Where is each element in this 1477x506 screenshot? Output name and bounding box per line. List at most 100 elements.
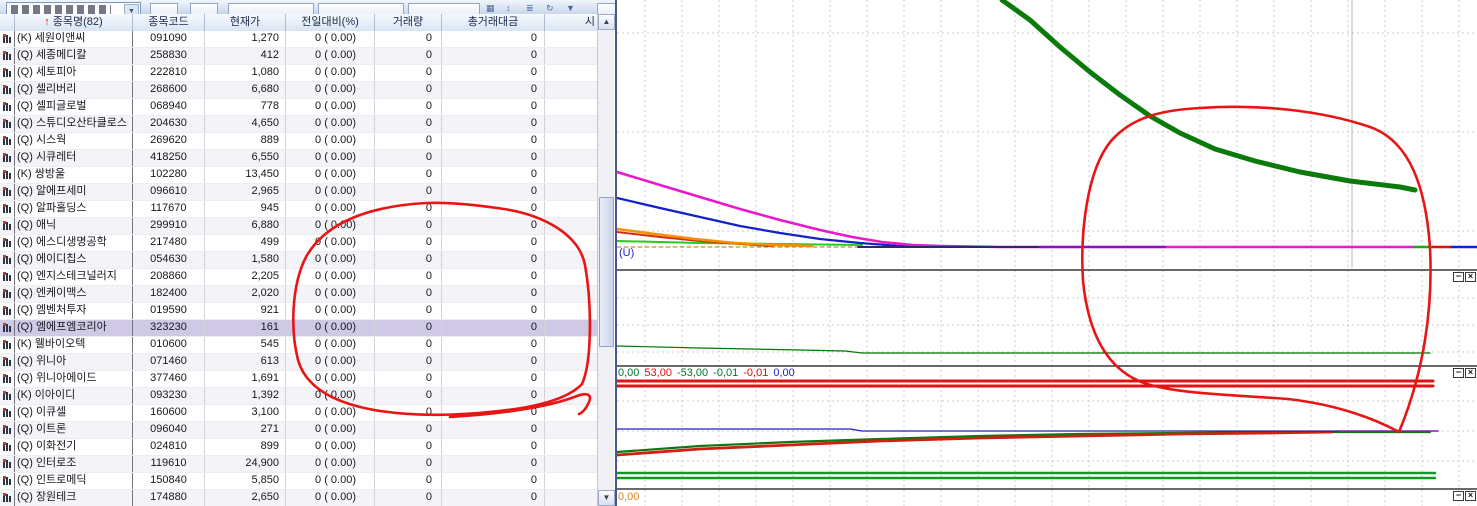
toolbar-button[interactable] [150, 3, 178, 14]
table-row[interactable]: (Q) 에스디생명공학 217480 499 0 ( 0.00) 0 0 [0, 235, 597, 252]
table-row[interactable]: (Q) 스튜디오산타클로스 204630 4,650 0 ( 0.00) 0 0 [0, 116, 597, 133]
scrollbar-thumb[interactable] [599, 197, 614, 347]
stock-chart[interactable] [617, 0, 1477, 506]
stock-alert-icon [3, 170, 11, 179]
cell-cp: 6,880 [205, 218, 286, 234]
stock-alert-icon [3, 493, 11, 502]
cell-cg: 0 ( 0.00) [286, 337, 375, 353]
cell-cv: 0 [375, 303, 442, 319]
header-change[interactable]: 전일대비(%) [286, 14, 375, 31]
close-icon[interactable]: × [1465, 368, 1476, 378]
table-row[interactable]: (Q) 장원테크 174880 2,650 0 ( 0.00) 0 0 [0, 490, 597, 506]
cell-ci [0, 303, 15, 319]
cell-cv: 0 [375, 150, 442, 166]
cell-ci [0, 133, 15, 149]
table-row[interactable]: (Q) 알파홀딩스 117670 945 0 ( 0.00) 0 0 [0, 201, 597, 218]
cell-cn: (Q) 시스웍 [15, 133, 133, 149]
cell-cc: 268600 [133, 82, 205, 98]
minimize-icon[interactable]: − [1453, 368, 1464, 378]
table-row[interactable]: (Q) 알에프세미 096610 2,965 0 ( 0.00) 0 0 [0, 184, 597, 201]
indicator-values-row: 0,00 53,00 -53,00 -0,01 -0,01 0,00 [618, 367, 800, 379]
toolbar-corner-button[interactable] [597, 3, 615, 14]
cell-cn: (Q) 인터로조 [15, 456, 133, 472]
cell-ca: 0 [442, 286, 545, 302]
header-amount[interactable]: 총거래대금 [442, 14, 545, 31]
toolbar-button-group[interactable] [318, 3, 404, 14]
table-row[interactable]: (Q) 엠벤처투자 019590 921 0 ( 0.00) 0 0 [0, 303, 597, 320]
header-volume[interactable]: 거래량 [375, 14, 442, 31]
cell-cn: (K) 웰바이오텍 [15, 337, 133, 353]
minimize-icon[interactable]: − [1453, 272, 1464, 282]
close-icon[interactable]: × [1465, 272, 1476, 282]
cell-cg: 0 ( 0.00) [286, 439, 375, 455]
cell-ca: 0 [442, 184, 545, 200]
table-row[interactable]: (Q) 셀피글로벌 068940 778 0 ( 0.00) 0 0 [0, 99, 597, 116]
cell-cx [545, 473, 597, 489]
cell-ca: 0 [442, 201, 545, 217]
close-icon[interactable]: × [1465, 491, 1476, 501]
toolbar-button-group[interactable] [408, 3, 480, 14]
stock-alert-icon [3, 442, 11, 451]
cell-ci [0, 99, 15, 115]
scroll-up-icon[interactable]: ▲ [598, 14, 615, 30]
header-code[interactable]: 종목코드 [133, 14, 205, 31]
series-ma-orange-decay [617, 227, 814, 248]
table-row[interactable]: (Q) 위니아에이드 377460 1,691 0 ( 0.00) 0 0 [0, 371, 597, 388]
cell-cn: (Q) 인트로메딕 [15, 473, 133, 489]
cell-cx [545, 82, 597, 98]
table-row[interactable]: (K) 웰바이오텍 010600 545 0 ( 0.00) 0 0 [0, 337, 597, 354]
table-scrollbar[interactable]: ▲ ▼ [597, 14, 615, 506]
table-row[interactable]: (Q) 세토피아 222810 1,080 0 ( 0.00) 0 0 [0, 65, 597, 82]
stock-alert-icon [3, 204, 11, 213]
table-row[interactable]: (Q) 인터로조 119610 24,900 0 ( 0.00) 0 0 [0, 456, 597, 473]
cell-cg: 0 ( 0.00) [286, 48, 375, 64]
table-row[interactable]: (Q) 세종메디칼 258830 412 0 ( 0.00) 0 0 [0, 48, 597, 65]
table-row[interactable]: (Q) 이트론 096040 271 0 ( 0.00) 0 0 [0, 422, 597, 439]
resize-icon[interactable]: ↕ [506, 3, 511, 13]
table-row[interactable]: (Q) 인트로메딕 150840 5,850 0 ( 0.00) 0 0 [0, 473, 597, 490]
cell-cc: 182400 [133, 286, 205, 302]
cell-cg: 0 ( 0.00) [286, 388, 375, 404]
cell-ci [0, 201, 15, 217]
scroll-down-icon[interactable]: ▼ [598, 490, 615, 506]
cell-cg: 0 ( 0.00) [286, 235, 375, 251]
series-ma-magenta-decay [617, 170, 1417, 249]
watchlist-combo[interactable]: ▼ [6, 2, 141, 14]
header-extra-clipped[interactable]: 시 [584, 16, 595, 28]
table-row[interactable]: (Q) 시스웍 269620 889 0 ( 0.00) 0 0 [0, 133, 597, 150]
table-row[interactable]: (K) 세원이앤씨 091090 1,270 0 ( 0.00) 0 0 [0, 31, 597, 48]
table-row[interactable]: (Q) 엔지스테크널러지 208860 2,205 0 ( 0.00) 0 0 [0, 269, 597, 286]
refresh-icon[interactable]: ↻ [546, 3, 554, 13]
table-row[interactable]: (Q) 이큐셀 160600 3,100 0 ( 0.00) 0 0 [0, 405, 597, 422]
panel-window-buttons: − × [1452, 368, 1476, 378]
table-row[interactable]: (Q) 엔케이맥스 182400 2,020 0 ( 0.00) 0 0 [0, 286, 597, 303]
table-row[interactable]: (Q) 애닉 299910 6,880 0 ( 0.00) 0 0 [0, 218, 597, 235]
table-row[interactable]: (Q) 엠에프엠코리아 323230 161 0 ( 0.00) 0 0 [0, 320, 597, 337]
table-row[interactable]: (Q) 시큐레터 418250 6,550 0 ( 0.00) 0 0 [0, 150, 597, 167]
toolbar-button[interactable] [190, 3, 218, 14]
cell-ci [0, 286, 15, 302]
table-row[interactable]: (Q) 셀리버리 268600 6,680 0 ( 0.00) 0 0 [0, 82, 597, 99]
grid-icon[interactable]: ▦ [486, 3, 495, 13]
stock-table-body: (K) 세원이앤씨 091090 1,270 0 ( 0.00) 0 0 (Q) 세종메디칼… [0, 31, 597, 506]
cell-ci [0, 456, 15, 472]
minimize-icon[interactable]: − [1453, 491, 1464, 501]
table-row[interactable]: (K) 쌍방울 102280 13,450 0 ( 0.00) 0 0 [0, 167, 597, 184]
toolbar-button-group[interactable] [228, 3, 314, 14]
table-row[interactable]: (Q) 위니아 071460 613 0 ( 0.00) 0 0 [0, 354, 597, 371]
cell-cc: 217480 [133, 235, 205, 251]
table-row[interactable]: (K) 이아이디 093230 1,392 0 ( 0.00) 0 0 [0, 388, 597, 405]
cell-cn: (Q) 엔케이맥스 [15, 286, 133, 302]
list-icon[interactable]: ≣ [526, 3, 534, 13]
cell-ca: 0 [442, 99, 545, 115]
header-name[interactable]: ↑ 종목명(82) [15, 14, 133, 31]
stock-alert-icon [3, 255, 11, 264]
chevron-down-icon[interactable]: ▼ [124, 4, 139, 14]
table-row[interactable]: (Q) 이화전기 024810 899 0 ( 0.00) 0 0 [0, 439, 597, 456]
table-row[interactable]: (Q) 에이디칩스 054630 1,580 0 ( 0.00) 0 0 [0, 252, 597, 269]
dropdown-icon[interactable]: ▼ [566, 3, 575, 13]
header-price[interactable]: 현재가 [205, 14, 286, 31]
cell-ci [0, 371, 15, 387]
combo-text-clipped [11, 5, 111, 14]
